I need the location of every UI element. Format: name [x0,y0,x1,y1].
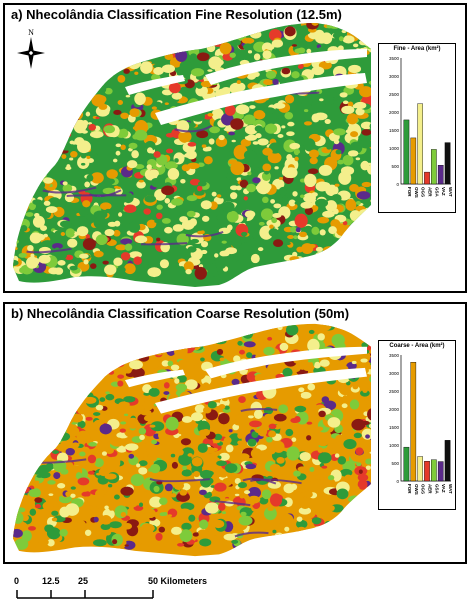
fine-chart-svg: 3500 3000 2500 2000 1500 1000 500 0 FOR OWS OGS AER… [389,56,453,198]
coarse-chart-title: Coarse - Area (km²) [389,343,445,349]
fine-chart-title: Fine - Area (km²) [393,46,441,52]
coarse-bar-wat [444,440,451,482]
coarse-bar-vaz [437,461,444,482]
fine-x-label: WAT [448,187,453,197]
coarse-x-label: OWS [414,484,419,495]
coarse-x-label: AER [428,484,433,494]
fine-bar-wat [444,142,451,185]
scale-bar: 0 12.5 25 50 Kilometers [14,576,207,604]
fine-x-label: AER [428,187,433,197]
fine-bar-gsa [431,149,437,185]
scale-label-0: 0 [14,576,20,586]
coarse-y-tick: 3500 [389,353,400,358]
coarse-y-tick: 2500 [389,389,400,394]
fine-y-tick: 1000 [389,146,400,151]
fine-resolution-panel: N a) Nhecolândia Classification Fine Res… [3,3,467,293]
coarse-resolution-panel: b) Nhecolândia Classification Coarse Res… [3,302,467,564]
fine-x-label: VAZ [441,187,446,196]
fine-y-tick: 1500 [389,128,400,133]
scale-label-50: 50 Kilometers [148,576,208,586]
fine-bar-vaz [437,165,444,185]
fine-y-tick: 3500 [389,56,400,61]
fine-x-label: FOR [407,187,412,197]
coarse-y-tick: 1500 [389,425,400,430]
coarse-x-label: OGS [421,484,426,494]
fine-x-label: GSA [434,187,439,198]
fine-y-tick: 3000 [389,74,400,79]
coarse-bar-aer [424,460,430,482]
fine-area-chart: Fine - Area (km²) 3500 3000 2500 2000 1500 10… [378,43,456,213]
coarse-x-label: WAT [448,484,453,494]
fine-x-label: OWS [414,187,419,198]
fine-bar-ows [410,137,417,185]
coarse-y-tick: 500 [391,461,399,466]
fine-y-tick: 2500 [389,92,400,97]
scale-bar-graphic [16,590,154,599]
fine-landcover-patches [13,23,371,287]
fine-y-tick: 0 [396,182,399,187]
fine-bar-aer [424,171,430,185]
north-label: N [28,28,34,37]
coarse-bar-for [403,446,410,482]
north-arrow-icon: N [17,28,45,69]
coarse-y-tick: 3000 [389,371,400,376]
scale-label-12-5: 12.5 [42,576,60,586]
fine-y-tick: 2000 [389,110,400,115]
fine-x-label: OGS [421,187,426,197]
coarse-bar-ows [410,362,417,482]
fine-classification-map [13,23,371,287]
fine-bar-for [403,119,410,185]
fine-y-tick: 500 [391,164,399,169]
coarse-x-label: VAZ [441,484,446,493]
coarse-y-tick: 2000 [389,407,400,412]
coarse-y-tick: 0 [396,479,399,484]
coarse-area-chart: Coarse - Area (km²) 3500 3000 2500 2000 1500… [378,340,456,510]
panel-b-title: b) Nhecolândia Classification Coarse Res… [11,306,350,321]
coarse-x-label: FOR [407,484,412,494]
fine-bar-ogs [417,103,423,185]
panel-a-title: a) Nhecolândia Classification Fine Resol… [11,7,342,22]
scale-label-25: 25 [78,576,89,586]
coarse-x-label: GSA [434,484,439,495]
coarse-bar-gsa [431,459,437,482]
north-arrow: N [13,25,49,73]
coarse-y-tick: 1000 [389,443,400,448]
coarse-classification-map [13,323,371,557]
coarse-bar-ogs [417,456,423,482]
coarse-chart-svg: 3500 3000 2500 2000 1500 1000 500 0 FOR OWS OGS AER… [389,353,453,495]
